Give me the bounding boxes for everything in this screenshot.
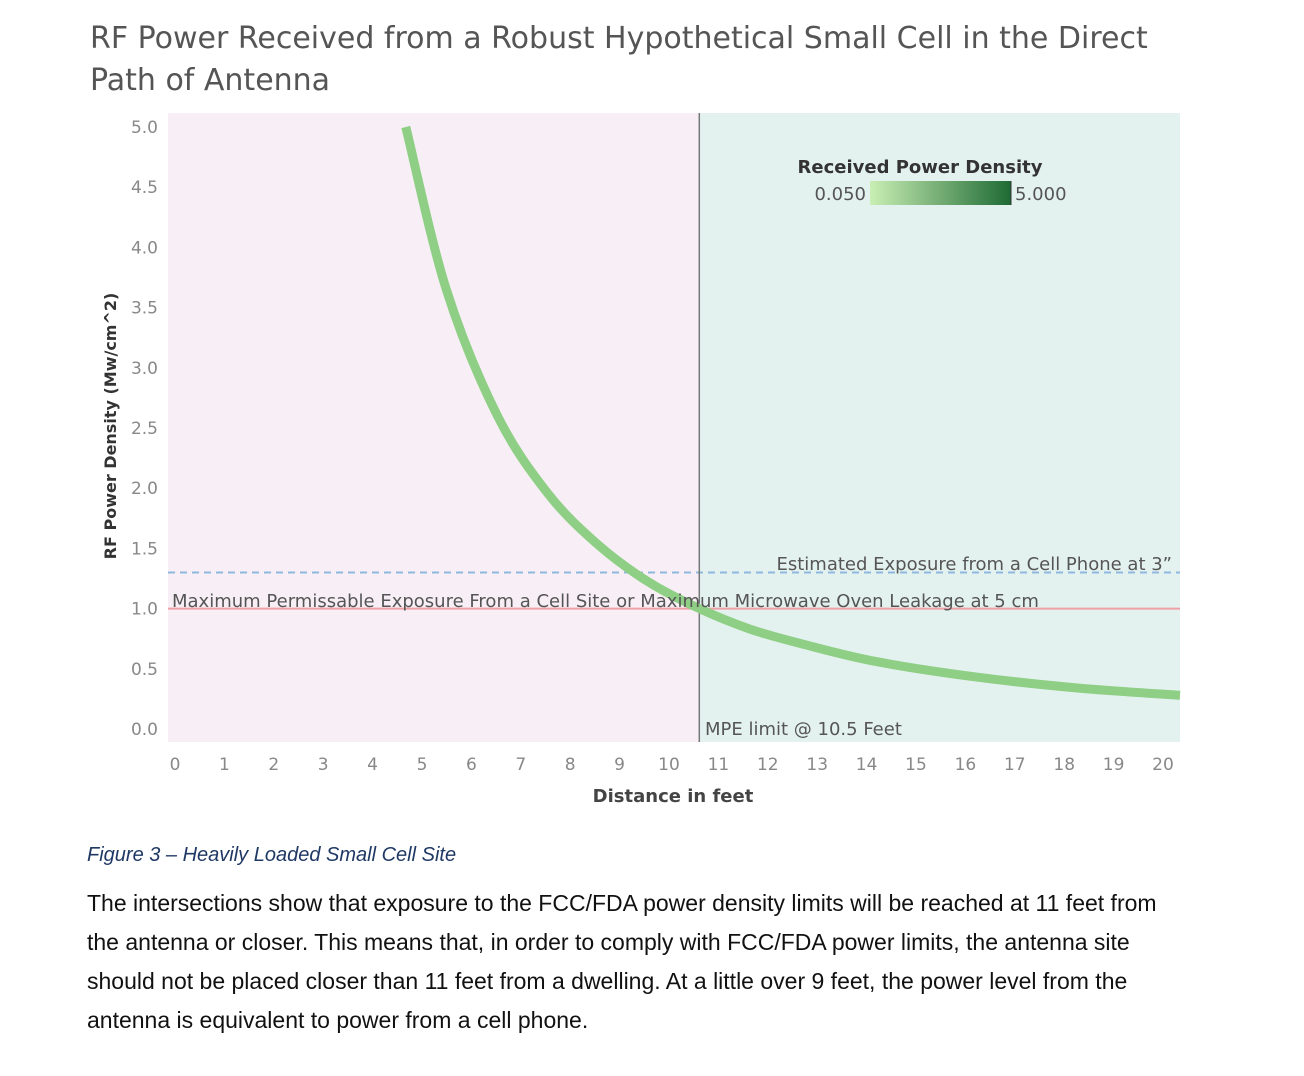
data-point-9 — [872, 658, 880, 666]
x-tick-label: 14 — [856, 755, 878, 775]
x-tick-label: 4 — [367, 755, 378, 775]
y-tick-label: 1.0 — [131, 600, 158, 620]
x-tick-label: 12 — [757, 755, 779, 775]
y-tick-label: 2.5 — [131, 419, 158, 439]
x-tick-label: 5 — [417, 755, 428, 775]
reference-line-label-mpe-site: Maximum Permissable Exposure From a Cell… — [172, 591, 1039, 612]
x-tick-label: 13 — [806, 755, 828, 775]
series-line — [401, 125, 1181, 700]
y-tick-label: 4.0 — [131, 238, 158, 258]
data-point-7 — [746, 625, 754, 633]
legend-color-ramp — [870, 181, 1011, 205]
x-tick-label: 11 — [708, 755, 730, 775]
background-region-0 — [168, 113, 700, 742]
x-tick-label: 18 — [1053, 755, 1075, 775]
data-point-5 — [645, 578, 653, 586]
background-regions — [168, 113, 1180, 742]
y-tick-label: 0.5 — [131, 660, 158, 680]
data-point-1 — [442, 286, 450, 294]
x-tick-label: 19 — [1103, 755, 1125, 775]
x-tick-label: 0 — [170, 755, 181, 775]
x-tick-label: 15 — [905, 755, 927, 775]
x-tick-label: 9 — [614, 755, 625, 775]
figure-caption: Figure 3 – Heavily Loaded Small Cell Sit… — [87, 844, 457, 866]
reference-line-label-mpe-limit: MPE limit @ 10.5 Feet — [705, 719, 902, 740]
x-axis-label: Distance in feet — [593, 786, 754, 807]
x-tick-label: 2 — [268, 755, 279, 775]
x-tick-label: 20 — [1152, 755, 1174, 775]
y-tick-label: 4.5 — [131, 178, 158, 198]
data-point-10 — [974, 673, 982, 681]
y-tick-label: 1.5 — [131, 539, 158, 559]
data-point-12 — [1176, 691, 1184, 699]
legend-max-label: 5.000 — [1015, 184, 1067, 205]
data-point-2 — [493, 411, 501, 419]
data-point-0 — [402, 123, 410, 131]
x-tick-label: 1 — [219, 755, 230, 775]
y-axis-ticks: 0.0 0.5 1.0 1.5 2.0 2.5 3.0 3.5 4.0 4.5 5.0 — [131, 118, 158, 740]
x-tick-label: 10 — [658, 755, 680, 775]
body-paragraph[interactable]: The intersections show that exposure to … — [87, 884, 1187, 1040]
y-tick-label: 2.0 — [131, 479, 158, 499]
legend-title: Received Power Density — [798, 157, 1043, 178]
data-point-11 — [1075, 684, 1083, 692]
x-tick-label: 3 — [318, 755, 329, 775]
body-paragraph-text: The intersections show that exposure to … — [87, 890, 1157, 1033]
y-tick-label: 3.0 — [131, 359, 158, 379]
reference-lines — [168, 113, 1180, 742]
y-axis-label: RF Power Density (Mw/cm^2) — [101, 293, 120, 560]
x-tick-label: 6 — [466, 755, 477, 775]
y-tick-label: 0.0 — [131, 720, 158, 740]
background-region-1 — [699, 113, 1180, 742]
x-tick-label: 16 — [955, 755, 977, 775]
data-point-4 — [594, 541, 602, 549]
x-tick-label: 8 — [565, 755, 576, 775]
y-tick-label: 5.0 — [131, 118, 158, 138]
x-tick-label: 7 — [515, 755, 526, 775]
data-point-3 — [544, 489, 552, 497]
reference-line-label-cell-phone: Estimated Exposure from a Cell Phone at … — [777, 554, 1173, 575]
x-axis-ticks: 0 1 2 3 4 5 6 7 8 9 10 11 12 13 14 15 16 17 18 19 20 — [170, 755, 1174, 775]
x-tick-label: 17 — [1004, 755, 1026, 775]
chart-title: RF Power Received from a Robust Hypothet… — [90, 21, 1148, 98]
y-tick-label: 3.5 — [131, 299, 158, 319]
legend-min-label: 0.050 — [814, 184, 866, 205]
legend: Received Power Density 0.050 5.000 — [798, 157, 1067, 205]
data-point-8 — [797, 640, 805, 648]
